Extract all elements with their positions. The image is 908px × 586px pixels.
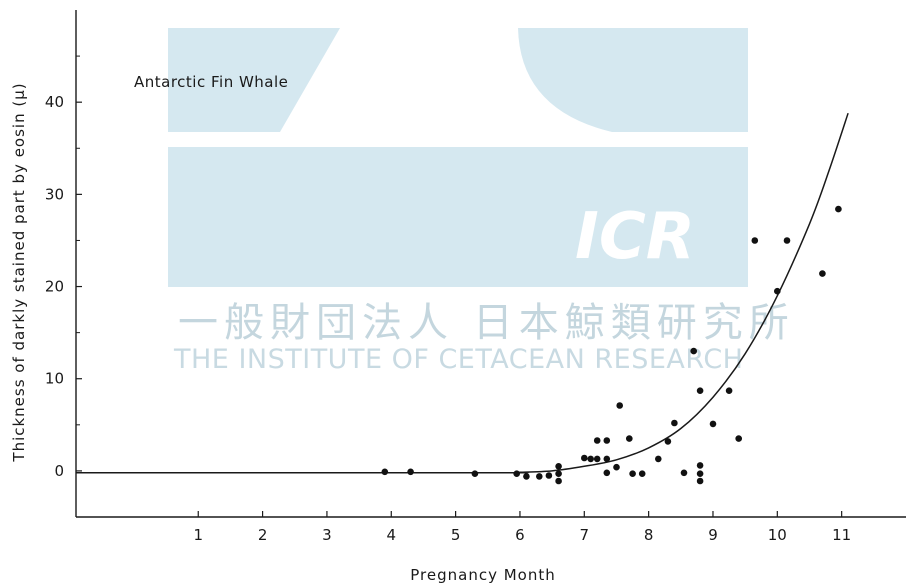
- x-tick-label: 3: [322, 526, 332, 544]
- watermark-japanese-name: 一般財団法人 日本鯨類研究所: [178, 300, 795, 346]
- data-point: [835, 205, 842, 213]
- y-tick-label: 30: [45, 185, 64, 203]
- data-point: [664, 438, 672, 445]
- data-point: [471, 470, 479, 478]
- watermark-logo-shape-left: [168, 28, 340, 132]
- x-tick-label: 6: [515, 526, 525, 544]
- watermark-logo-block: [168, 147, 748, 287]
- x-tick-label: 5: [451, 526, 461, 544]
- watermark-logo-shape-right: [518, 28, 748, 132]
- data-point: [783, 237, 791, 244]
- x-ticks: 1 2 3 4 5 6 7 8 9 10 11: [193, 511, 851, 544]
- data-point: [593, 455, 601, 463]
- x-tick-label: 10: [768, 526, 787, 544]
- data-point: [671, 419, 678, 427]
- data-point: [709, 420, 717, 428]
- data-point: [629, 470, 636, 478]
- data-point: [696, 387, 704, 395]
- data-point: [774, 287, 781, 295]
- data-point: [407, 468, 414, 476]
- x-tick-label: 8: [644, 526, 654, 544]
- x-tick-label: 4: [386, 526, 396, 544]
- data-point: [523, 473, 530, 480]
- watermark: ICR 一般財団法人 日本鯨類研究所 THE INSTITUTE OF CETA…: [168, 28, 795, 375]
- data-point: [655, 455, 662, 463]
- y-tick-label: 10: [45, 370, 64, 388]
- data-point: [735, 435, 742, 442]
- data-point: [593, 437, 601, 444]
- fitted-curve: [75, 112, 849, 474]
- x-tick-label: 7: [580, 526, 590, 544]
- data-point: [638, 470, 646, 478]
- data-point: [680, 469, 688, 477]
- data-point: [819, 270, 826, 277]
- data-point: [581, 454, 588, 462]
- x-tick-label: 1: [193, 526, 203, 544]
- watermark-english-name: THE INSTITUTE OF CETACEAN RESEARCH: [173, 344, 743, 375]
- data-point: [603, 469, 611, 477]
- data-point: [555, 477, 562, 485]
- data-points: [381, 205, 842, 485]
- data-point: [555, 463, 562, 470]
- data-point: [690, 347, 697, 355]
- y-tick-label: 40: [45, 93, 64, 111]
- data-point: [381, 468, 389, 476]
- data-point: [587, 455, 594, 463]
- x-tick-label: 11: [832, 526, 851, 544]
- data-point: [725, 387, 733, 395]
- data-point: [555, 470, 562, 478]
- data-point: [696, 462, 704, 469]
- data-point: [616, 402, 623, 409]
- data-point: [751, 237, 759, 244]
- data-point: [696, 477, 704, 485]
- data-point: [603, 437, 611, 444]
- y-axis-title: Thickness of darkly stained part by eosi…: [10, 82, 28, 462]
- data-point: [545, 472, 553, 479]
- data-point: [613, 463, 620, 471]
- data-point: [513, 470, 520, 478]
- x-axis-title: Pregnancy Month: [410, 566, 555, 584]
- data-point: [603, 455, 611, 463]
- data-point: [696, 470, 704, 478]
- y-tick-label: 20: [45, 278, 64, 296]
- y-ticks: 0 10 20 30 40: [45, 55, 82, 480]
- chart-annotation: Antarctic Fin Whale: [134, 73, 288, 91]
- x-tick-label: 2: [258, 526, 268, 544]
- watermark-logo-text: ICR: [575, 200, 695, 274]
- axes: 1 2 3 4 5 6 7 8 9 10 11 0 10 20 30 40: [45, 10, 906, 544]
- data-point: [626, 435, 633, 442]
- y-tick-label: 0: [54, 462, 64, 480]
- x-tick-label: 9: [708, 526, 718, 544]
- data-point: [536, 473, 543, 480]
